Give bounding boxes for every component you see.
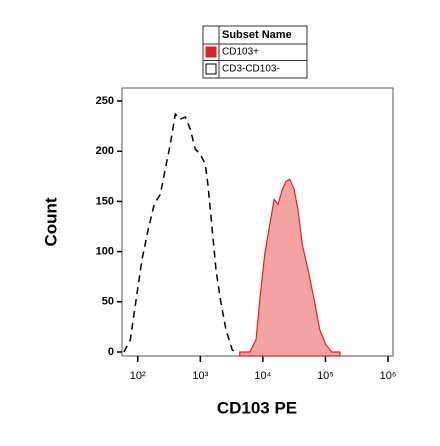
legend-box <box>202 25 308 79</box>
x-tick-label: 10⁵ <box>317 370 334 382</box>
y-tick-label: 50 <box>102 296 114 308</box>
legend-label: CD3-CD103- <box>222 64 280 75</box>
y-tick-label: 0 <box>108 346 114 358</box>
x-tick-label: 10² <box>130 370 146 382</box>
y-tick-label: 100 <box>96 246 114 258</box>
y-tick-label: 200 <box>96 145 114 157</box>
y-tick-label: 150 <box>96 195 114 207</box>
x-tick-label: 10⁴ <box>254 370 271 382</box>
y-tick-label: 250 <box>96 95 114 107</box>
legend-label: CD103+ <box>222 47 259 58</box>
y-axis-title: Count <box>41 197 60 246</box>
x-tick-label: 10³ <box>192 370 208 382</box>
histogram-curve <box>123 112 237 353</box>
legend-swatch <box>205 63 217 75</box>
legend-swatch <box>205 46 217 58</box>
legend-title: Subset Name <box>222 29 292 41</box>
histogram-curve <box>239 178 341 357</box>
x-tick-label: 10⁶ <box>380 370 397 382</box>
x-axis-title: CD103 PE <box>217 398 297 417</box>
